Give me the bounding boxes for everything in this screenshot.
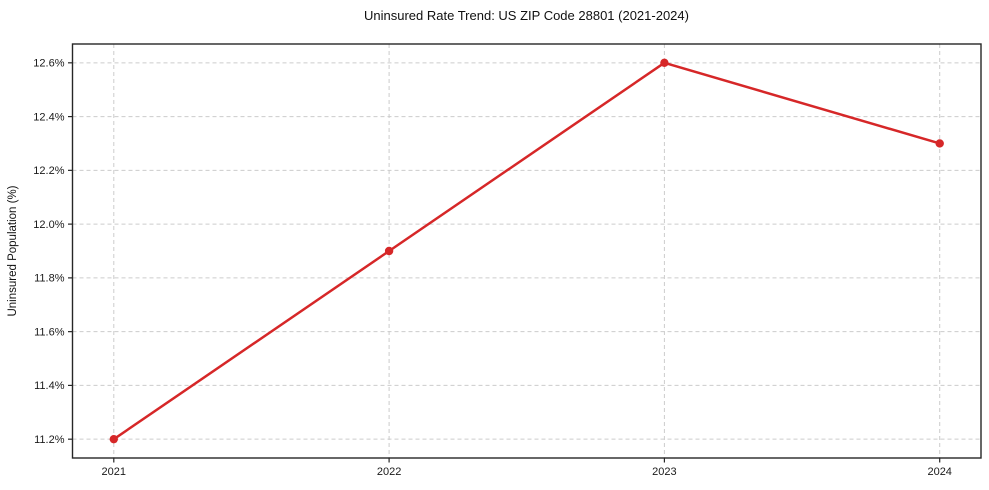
x-tick-label: 2022: [377, 466, 401, 478]
y-tick-label: 11.4%: [34, 380, 65, 392]
y-tick-label: 11.2%: [34, 434, 65, 446]
trend-line: [112, 61, 941, 441]
y-tick-label: 12.4%: [33, 111, 64, 123]
y-tick-label: 11.6%: [34, 326, 65, 338]
data-point-marker: [109, 434, 118, 444]
chart-title: Uninsured Rate Trend: US ZIP Code 28801 …: [364, 8, 689, 23]
x-tick-label: 2024: [927, 466, 951, 478]
y-tick-label: 12.6%: [33, 58, 64, 70]
y-tick-label: 11.8%: [34, 273, 65, 285]
plot-border: [71, 43, 982, 459]
x-tick-label: 2023: [652, 466, 676, 478]
y-tick-label: 12.0%: [33, 219, 64, 231]
x-tick-label: 2021: [102, 466, 126, 478]
data-point-marker: [384, 246, 394, 256]
y-tick-label: 12.2%: [33, 165, 64, 177]
data-point-marker: [660, 58, 669, 68]
data-point-marker: [935, 139, 944, 148]
